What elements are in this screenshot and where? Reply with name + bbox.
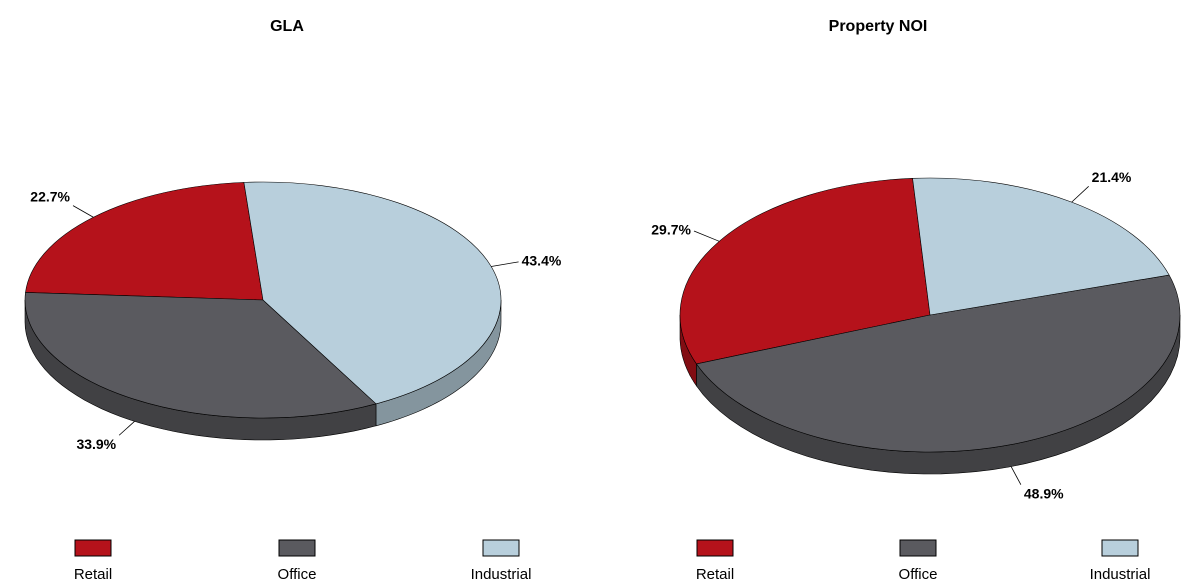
- value-label: 22.7%: [30, 188, 70, 204]
- slice: [25, 182, 264, 301]
- legend-label: Office: [899, 566, 938, 583]
- legend-label: Industrial: [1090, 566, 1151, 583]
- value-label: 21.4%: [1092, 169, 1132, 185]
- legend-swatch: [696, 539, 734, 557]
- leader-line: [1071, 186, 1089, 203]
- chart-title: GLA: [270, 18, 304, 35]
- value-label: 29.7%: [651, 222, 691, 238]
- legend-label: Industrial: [471, 566, 532, 583]
- value-label: 43.4%: [522, 253, 562, 269]
- leader-line: [72, 205, 94, 218]
- chart-title: Property NOI: [829, 18, 928, 35]
- value-label: 33.9%: [76, 436, 116, 452]
- slice: [24, 292, 377, 419]
- legend-label: Retail: [696, 566, 734, 583]
- slice: [679, 178, 931, 365]
- leader-line: [693, 230, 720, 242]
- legend-swatch: [278, 539, 316, 557]
- leader-line: [1010, 466, 1022, 485]
- slice: [243, 181, 502, 405]
- slice: [695, 274, 1181, 453]
- leader-line: [118, 421, 135, 436]
- value-label: 48.9%: [1024, 485, 1064, 501]
- legend-label: Office: [278, 566, 317, 583]
- legend-label: Retail: [74, 566, 112, 583]
- legend-swatch: [899, 539, 937, 557]
- legend-swatch: [74, 539, 112, 557]
- leader-line: [491, 261, 519, 267]
- legend-swatch: [482, 539, 520, 557]
- legend-swatch: [1101, 539, 1139, 557]
